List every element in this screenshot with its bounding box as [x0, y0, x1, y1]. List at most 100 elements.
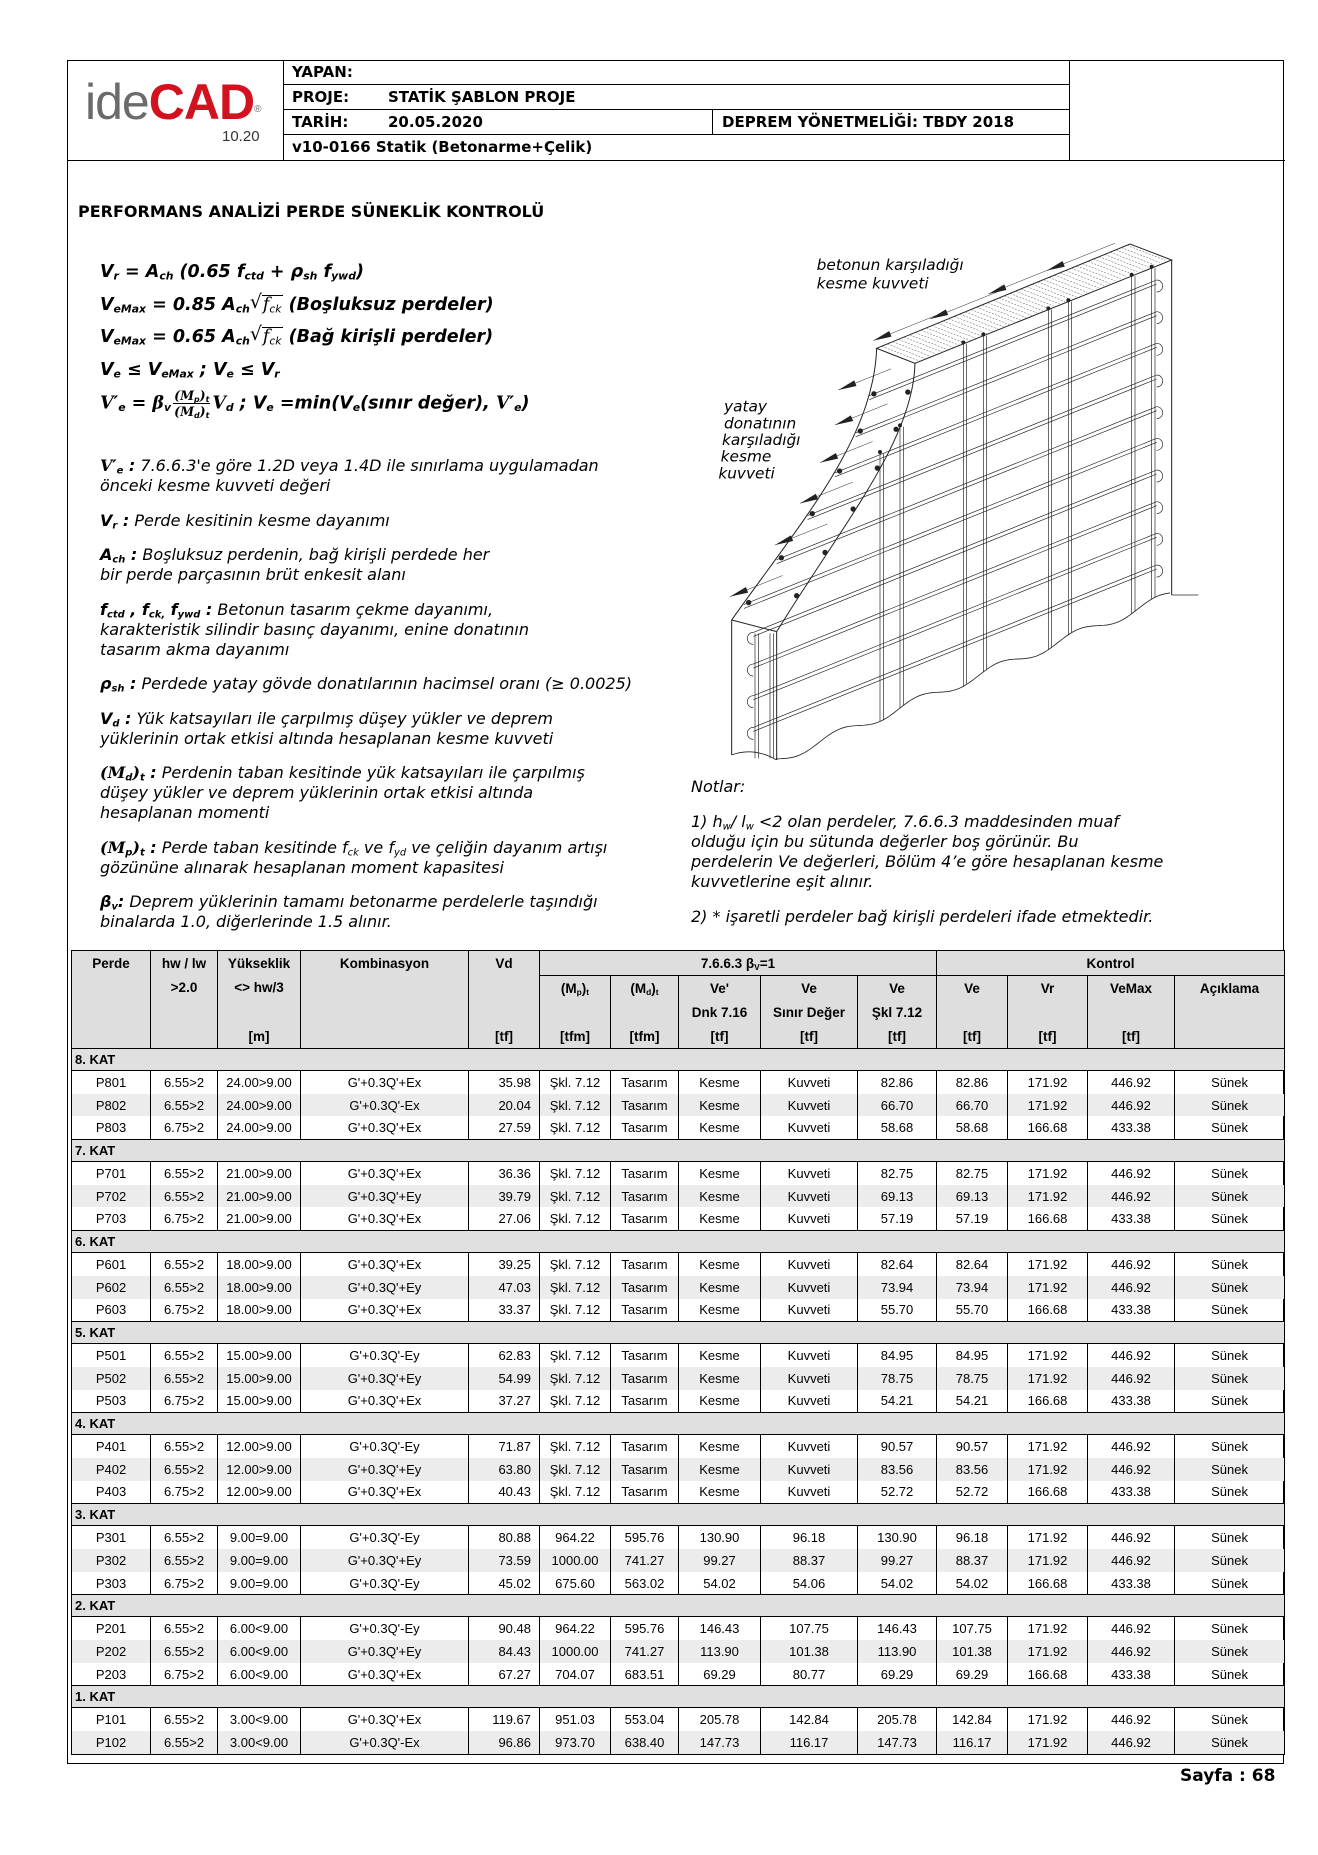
table-cell: Şkl. 7.12 — [539, 1070, 611, 1094]
hatch-line — [1037, 281, 1077, 298]
floor-group-row: 4. KAT — [70, 1412, 1286, 1436]
hatch-line — [993, 300, 1032, 316]
column-header — [71, 1024, 151, 1049]
table-cell: 433.38 — [1087, 1298, 1176, 1322]
table-cell: Şkl. 7.12 — [539, 1343, 611, 1367]
hatch-line — [926, 327, 965, 344]
wall-broken-bottom — [731, 592, 1171, 760]
subscript: d — [225, 401, 234, 415]
text-run: Boşluksuz perdenin, bağ kirişli perdede … — [100, 545, 490, 584]
table-cell: 171.92 — [1007, 1275, 1089, 1299]
table-row: P102 6.55>2 3.00<9.00 G'+0.3Q'-Ex 96.86 973.7… — [71, 1731, 1286, 1755]
table-cell: 40.43 — [468, 1480, 540, 1504]
table-cell: Sünek — [1174, 1343, 1286, 1367]
hatch-line — [1032, 284, 1071, 300]
table-cell: Sünek — [1174, 1275, 1286, 1299]
column-header: Yükseklik — [217, 950, 301, 976]
notes-block: Notlar: 1) hw/ lw <2 olan perdeler, 7.6.… — [691, 777, 1251, 942]
table-cell: 6.55>2 — [150, 1707, 218, 1732]
table-cell: 6.55>2 — [150, 1549, 218, 1572]
column-header: Kombinasyon — [300, 950, 469, 976]
table-cell: 15.00>9.00 — [217, 1366, 301, 1390]
math-symbol: ) — [132, 763, 140, 782]
horizontal-rebar — [753, 568, 1157, 732]
floor-group-row: 2. KAT — [70, 1594, 1286, 1618]
definition-text: Yük katsayıları ile çarpılmış düşey yükl… — [100, 709, 553, 748]
table-body: 8. KAT P801 6.55>2 24.00>9.00 G'+0.3Q'+Ex 35.… — [70, 1048, 1286, 1755]
table-cell: 171.92 — [1007, 1252, 1089, 1276]
table-cell: 6.55>2 — [150, 1070, 218, 1094]
table-cell: 171.92 — [1007, 1525, 1089, 1549]
table-cell: Sünek — [1174, 1116, 1286, 1140]
text-run: : — [124, 674, 137, 693]
subscript: d — [194, 410, 200, 420]
table-cell: Kesme — [678, 1366, 761, 1390]
header-row-tarih: TARİH: 20.05.2020 — [284, 110, 1069, 135]
header-row: [m] [tf] [tfm] [tfm] [tf] [tf] [tf] [tf] [tf] [tf… — [71, 1024, 1286, 1049]
table-cell: 88.37 — [760, 1549, 858, 1572]
table-cell: Kuvveti — [760, 1184, 858, 1208]
table-cell: Tasarım — [610, 1093, 679, 1117]
subscript: t — [205, 394, 210, 404]
table-cell: 80.88 — [468, 1525, 540, 1549]
text-run: β — [100, 892, 112, 911]
rebar-end — [1129, 272, 1134, 277]
table-cell: 446.92 — [1087, 1731, 1176, 1755]
column-header: Sınır Değer — [760, 1000, 858, 1024]
column-header: (Mp)t — [539, 975, 611, 1000]
table-cell: 54.21 — [856, 1389, 938, 1413]
table-cell: 147.73 — [856, 1731, 938, 1755]
table-cell: 6.75>2 — [150, 1662, 218, 1686]
table-cell: 101.38 — [936, 1640, 1009, 1663]
table-cell: G'+0.3Q'+Ex — [300, 1161, 469, 1185]
table-cell: 3.00<9.00 — [217, 1731, 301, 1755]
text-run: / l — [730, 812, 746, 831]
column-header: [tf] — [678, 1024, 761, 1049]
table-cell: 82.64 — [936, 1252, 1009, 1276]
table-cell: 82.75 — [856, 1161, 938, 1185]
table-cell: 638.40 — [610, 1731, 679, 1755]
rebar-cut-dot — [857, 428, 863, 434]
table-cell: 171.92 — [1007, 1640, 1089, 1663]
column-header — [1174, 1024, 1286, 1049]
table-cell: P801 — [71, 1070, 151, 1094]
table-cell: 6.75>2 — [150, 1480, 218, 1504]
column-header — [1174, 1000, 1286, 1024]
text-run: = A — [118, 262, 160, 282]
definition-text: Perde kesitinin kesme dayanımı — [129, 511, 389, 530]
column-header: [tf] — [468, 1024, 540, 1049]
subscript: eMax — [113, 302, 147, 316]
hatch-line — [1020, 288, 1060, 305]
table-cell: G'+0.3Q'+Ey — [300, 1549, 469, 1572]
hatch-line — [954, 316, 993, 332]
table-cell: Kuvveti — [760, 1298, 858, 1322]
table-cell: 9.00=9.00 — [217, 1571, 301, 1595]
table-cell: P102 — [71, 1731, 151, 1755]
table-cell: Tasarım — [610, 1275, 679, 1299]
table-cell: Kuvveti — [760, 1275, 858, 1299]
rebar-end — [898, 423, 902, 428]
rebar-end — [878, 450, 882, 454]
table-cell: G'+0.3Q'-Ex — [300, 1731, 469, 1755]
table-cell: 446.92 — [1087, 1707, 1176, 1732]
table-cell: 69.13 — [936, 1184, 1009, 1208]
horizontal-rebar — [753, 533, 1157, 697]
table-cell: 433.38 — [1087, 1480, 1176, 1504]
table-cell: 73.94 — [856, 1275, 938, 1299]
table-cell: Sünek — [1174, 1616, 1286, 1641]
table-row: P503 6.75>2 15.00>9.00 G'+0.3Q'+Ex 37.27 Şkl.… — [71, 1389, 1286, 1413]
horizontal-rebar — [834, 347, 1157, 478]
column-header: Vr — [1007, 975, 1089, 1000]
column-header: Ve — [856, 975, 938, 1000]
horizontal-rebar — [869, 279, 1157, 397]
hatch-line — [920, 329, 960, 346]
horizontal-rebar — [753, 501, 1157, 665]
text-run: f — [165, 599, 178, 619]
text-run: V — [100, 359, 114, 380]
table-cell: 63.80 — [468, 1457, 540, 1481]
table-row: P402 6.55>2 12.00>9.00 G'+0.3Q'+Ey 63.80 Şkl.… — [71, 1457, 1286, 1481]
table-cell: P202 — [71, 1640, 151, 1663]
subscript: sh — [111, 683, 125, 695]
table-cell: Sünek — [1174, 1525, 1286, 1549]
table-cell: 37.27 — [468, 1389, 540, 1413]
